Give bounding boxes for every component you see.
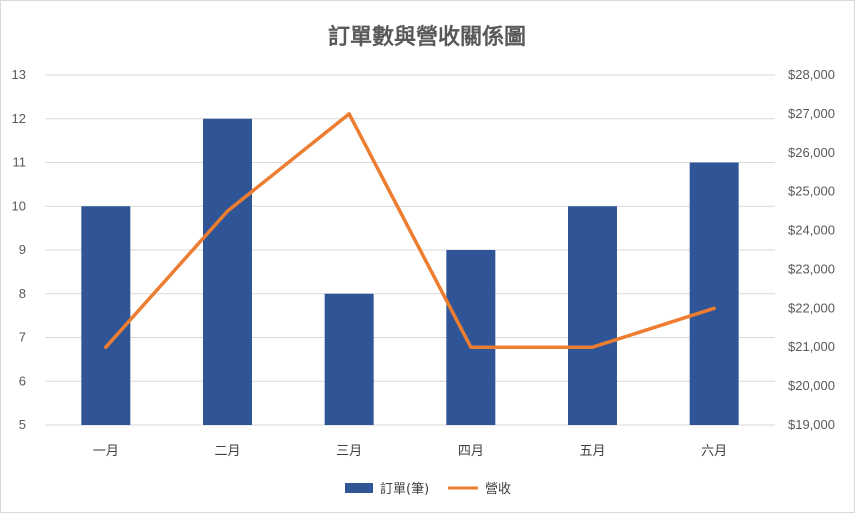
right-tick-label: $28,000 (788, 67, 835, 82)
bar-二月 (203, 118, 252, 425)
category-label: 三月 (336, 444, 362, 459)
left-tick-label: 13 (12, 67, 26, 82)
category-label: 五月 (579, 444, 605, 459)
revenue-line (104, 112, 716, 349)
right-tick-label: $20,000 (788, 378, 835, 393)
chart-title: 訂單數與營收關係圖 (328, 24, 526, 50)
revenue-point-六月 (712, 306, 716, 310)
legend: 訂單(筆) 營收 (345, 481, 511, 497)
right-tick-label: $23,000 (788, 261, 835, 276)
bar-四月 (446, 250, 496, 425)
revenue-point-五月 (591, 345, 594, 349)
revenue-point-三月 (347, 112, 351, 116)
category-axis-labels: 一月 二月 三月 四月 五月 六月 (93, 444, 727, 459)
bar-六月 (689, 162, 739, 425)
line-series (104, 112, 716, 349)
right-tick-label: $21,000 (788, 339, 835, 354)
right-tick-label: $22,000 (788, 300, 835, 315)
right-tick-label: $27,000 (788, 106, 835, 121)
right-tick-label: $25,000 (788, 184, 835, 199)
revenue-point-一月 (104, 345, 108, 349)
bar-一月 (81, 206, 131, 425)
left-tick-label: 6 (19, 373, 26, 388)
left-tick-label: 7 (19, 330, 26, 345)
legend-line-label: 營收 (485, 482, 511, 497)
right-tick-label: $19,000 (788, 417, 835, 432)
bar-五月 (568, 206, 617, 425)
gridlines (45, 74, 775, 426)
right-axis-ticks: $19,000 $20,000 $21,000 $22,000 $23,000 $24,0… (788, 67, 835, 432)
category-label: 一月 (93, 444, 119, 459)
left-axis-ticks: 5 6 7 8 9 10 11 12 13 (12, 67, 26, 432)
revenue-point-四月 (469, 345, 473, 349)
bar-series (81, 118, 739, 425)
left-tick-label: 5 (19, 417, 26, 432)
category-label: 四月 (458, 444, 484, 459)
category-label: 六月 (701, 444, 727, 459)
left-tick-label: 12 (12, 111, 26, 126)
left-tick-label: 9 (19, 242, 26, 257)
right-tick-label: $24,000 (788, 223, 835, 238)
left-tick-label: 10 (12, 198, 26, 213)
category-label: 二月 (214, 444, 240, 459)
legend-bar-label: 訂單(筆) (380, 481, 429, 497)
left-tick-label: 11 (13, 155, 27, 170)
right-tick-label: $26,000 (788, 145, 835, 160)
left-tick-label: 8 (19, 286, 26, 301)
revenue-point-二月 (226, 209, 229, 213)
legend-bar-swatch (345, 483, 373, 493)
bar-三月 (324, 293, 374, 425)
